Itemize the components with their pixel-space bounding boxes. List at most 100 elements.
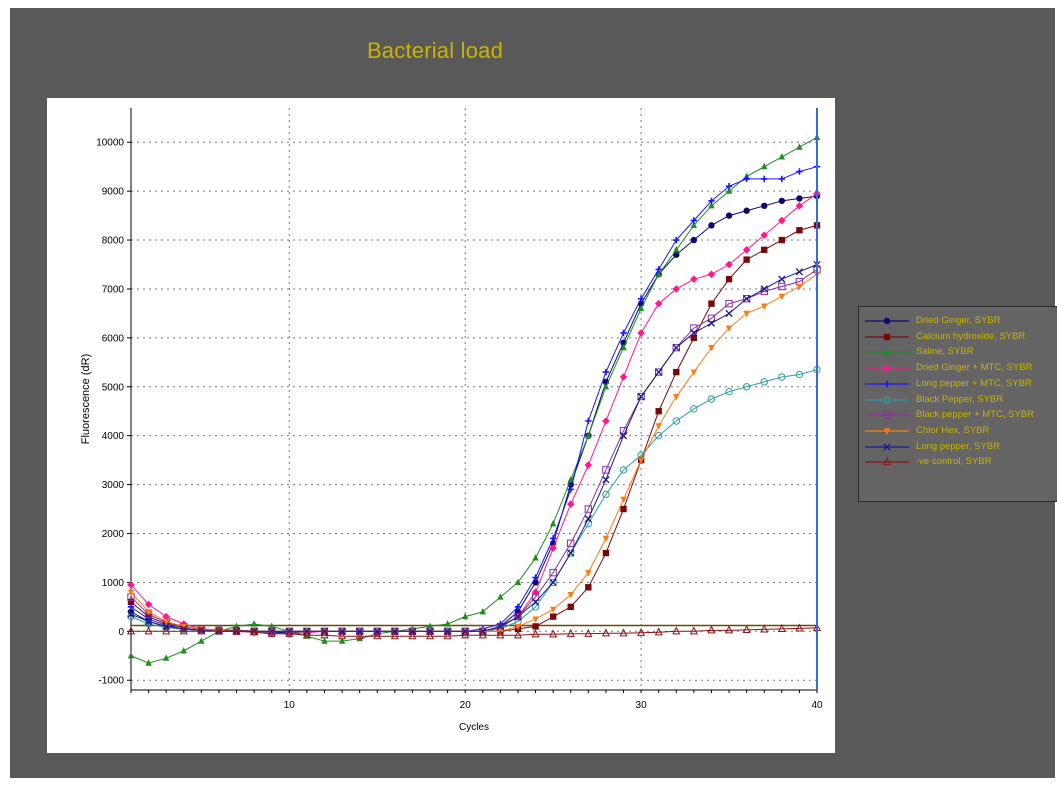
data-point bbox=[761, 175, 768, 183]
legend-label: Chlor Hex, SYBR bbox=[916, 424, 990, 436]
data-point bbox=[320, 630, 329, 639]
data-point bbox=[619, 373, 628, 381]
series-line bbox=[130, 195, 818, 634]
data-point bbox=[198, 637, 205, 644]
data-point bbox=[585, 584, 592, 591]
data-point bbox=[602, 368, 610, 376]
data-point bbox=[655, 408, 662, 415]
chart-frame: Bacterial load -1000 0 1000 2000 3000 4000 500… bbox=[10, 8, 1057, 778]
data-point bbox=[725, 309, 733, 318]
data-point bbox=[708, 202, 715, 209]
y-tick-label: 5000 bbox=[102, 382, 125, 393]
data-point bbox=[479, 607, 486, 615]
data-point bbox=[743, 256, 750, 263]
data-point bbox=[672, 343, 680, 352]
data-point bbox=[585, 431, 592, 439]
data-point bbox=[637, 295, 645, 302]
y-tick-label: 0 bbox=[118, 627, 124, 638]
data-point bbox=[302, 630, 311, 639]
data-point bbox=[690, 405, 698, 413]
data-point bbox=[761, 162, 768, 170]
data-point bbox=[567, 603, 574, 611]
data-point bbox=[338, 637, 346, 644]
data-point bbox=[531, 629, 540, 638]
legend-label: Dried Ginger + MTC, SYBR bbox=[916, 362, 1033, 374]
series-6 bbox=[127, 265, 821, 636]
data-point bbox=[232, 626, 241, 635]
data-point bbox=[602, 535, 610, 543]
data-point bbox=[602, 476, 610, 484]
legend-marker bbox=[883, 380, 891, 387]
data-point bbox=[620, 505, 627, 513]
data-point bbox=[144, 626, 153, 635]
data-point bbox=[672, 626, 681, 635]
legend-marker bbox=[883, 411, 891, 419]
series-line bbox=[130, 136, 818, 664]
data-point bbox=[619, 427, 628, 435]
legend-marker bbox=[883, 364, 891, 372]
data-point bbox=[672, 343, 680, 352]
legend-label: Black Pepper, SYBR bbox=[916, 393, 1004, 405]
data-point bbox=[584, 505, 593, 513]
data-point bbox=[180, 647, 187, 654]
data-point bbox=[338, 631, 347, 640]
legend-label: Saline, SYBR bbox=[916, 346, 974, 358]
data-point bbox=[373, 631, 382, 640]
data-point bbox=[742, 295, 751, 303]
data-point bbox=[672, 285, 681, 293]
data-point bbox=[689, 626, 698, 635]
legend-item: Long pepper, SYBR bbox=[859, 440, 1057, 455]
series-line bbox=[131, 627, 818, 637]
data-point bbox=[743, 310, 750, 318]
data-point bbox=[602, 382, 610, 390]
data-point bbox=[778, 236, 786, 244]
data-point bbox=[549, 544, 557, 552]
series-line bbox=[130, 268, 818, 632]
data-point bbox=[585, 570, 592, 577]
data-point bbox=[707, 319, 716, 327]
data-point bbox=[725, 183, 733, 190]
data-point bbox=[725, 275, 733, 283]
data-point bbox=[531, 593, 540, 601]
data-point bbox=[250, 627, 259, 636]
data-point bbox=[514, 623, 522, 631]
data-point bbox=[162, 618, 170, 626]
series-line bbox=[130, 224, 818, 632]
legend-item: Black pepper + MTC, SYBR bbox=[859, 408, 1057, 423]
data-point bbox=[514, 578, 522, 586]
data-point bbox=[778, 275, 786, 283]
legend-symbol bbox=[865, 317, 909, 325]
series-line bbox=[130, 273, 818, 632]
data-point bbox=[796, 168, 803, 175]
legend-marker bbox=[883, 395, 891, 404]
legend-symbol bbox=[865, 457, 909, 466]
data-point bbox=[690, 329, 698, 337]
legend-label: Calcium hydroxide, SYBR bbox=[916, 330, 1026, 342]
data-point bbox=[725, 625, 734, 634]
data-point bbox=[760, 624, 769, 633]
series-line bbox=[130, 369, 818, 632]
data-point bbox=[778, 293, 786, 301]
data-point bbox=[760, 285, 768, 293]
data-point bbox=[796, 195, 803, 202]
legend-marker bbox=[883, 333, 891, 340]
data-point bbox=[690, 369, 698, 376]
x-tick-label: 20 bbox=[460, 700, 472, 711]
data-point bbox=[408, 631, 417, 640]
data-point bbox=[654, 627, 663, 636]
data-point bbox=[708, 345, 715, 352]
series-2 bbox=[127, 133, 821, 666]
x-axis-label: Cycles bbox=[459, 722, 489, 733]
data-point bbox=[725, 260, 733, 269]
data-point bbox=[250, 620, 258, 627]
data-point bbox=[461, 630, 470, 639]
data-point bbox=[761, 246, 768, 254]
data-point bbox=[690, 334, 698, 342]
y-tick-label: 2000 bbox=[102, 529, 125, 540]
data-point bbox=[443, 631, 452, 640]
data-point bbox=[619, 628, 628, 637]
data-point bbox=[532, 616, 539, 623]
legend-item: Calcium hydroxide, SYBR bbox=[859, 330, 1057, 345]
data-point bbox=[742, 624, 751, 633]
legend-label: Long pepper, SYBR bbox=[916, 440, 1000, 452]
